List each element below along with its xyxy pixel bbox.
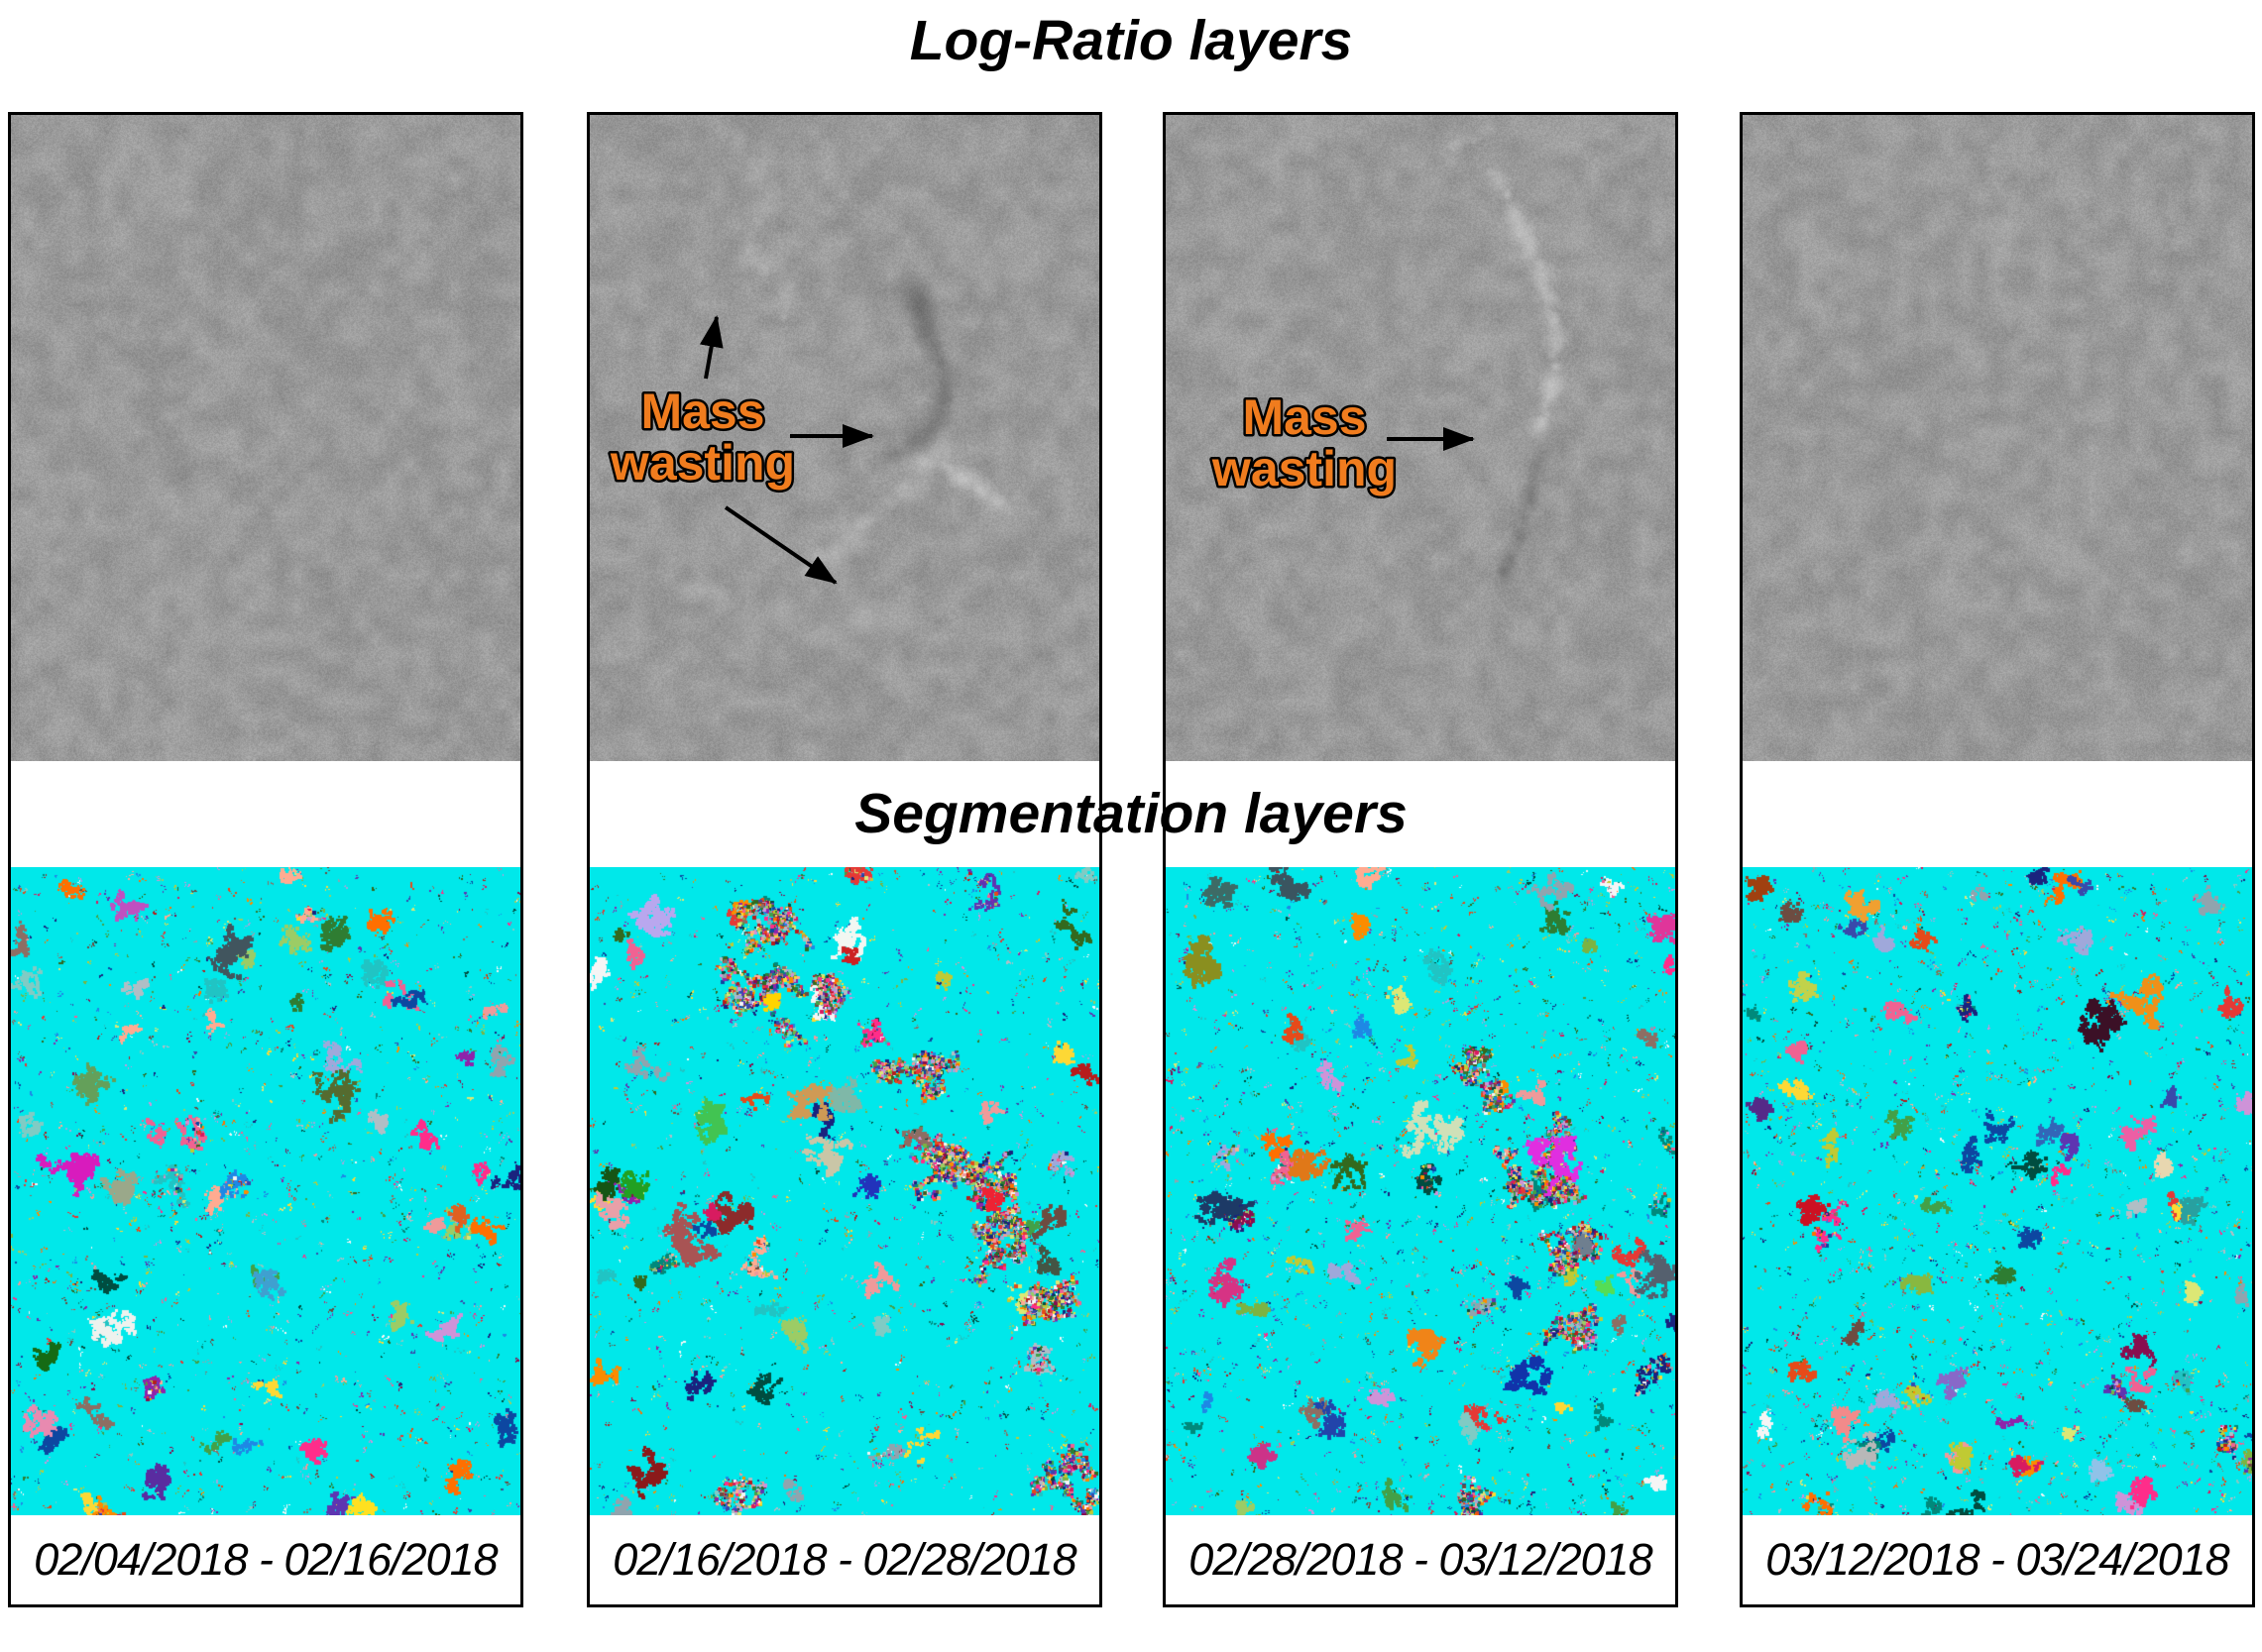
panel-column-2: Mass wasting 02/16/2018 - 02/28/2018 — [587, 112, 1102, 1607]
log-ratio-canvas-4 — [1743, 115, 2252, 761]
segmentation-image-3 — [1166, 867, 1675, 1515]
title-band-3 — [1166, 761, 1675, 867]
arrow-up-icon — [699, 315, 724, 380]
log-ratio-image-2: Mass wasting — [590, 115, 1099, 761]
date-range-text-2: 02/16/2018 - 02/28/2018 — [613, 1534, 1076, 1585]
mass-wasting-annotation-2: Mass wasting — [607, 315, 874, 585]
segmentation-image-1 — [11, 867, 520, 1515]
date-range-text-1: 02/04/2018 - 02/16/2018 — [34, 1534, 498, 1585]
mass-wasting-label-line2: wasting — [1211, 441, 1397, 496]
date-label-4: 03/12/2018 - 03/24/2018 — [1743, 1515, 2252, 1604]
log-ratio-image-4 — [1743, 115, 2252, 761]
title-band-1 — [11, 761, 520, 867]
segmentation-canvas-1 — [11, 867, 520, 1515]
panel-column-3: Mass wasting 02/28/2018 - 03/12/2018 — [1163, 112, 1678, 1607]
segmentation-canvas-2 — [590, 867, 1099, 1515]
panel-column-4: 03/12/2018 - 03/24/2018 — [1740, 112, 2255, 1607]
log-ratio-section-title: Log-Ratio layers — [909, 9, 1353, 72]
mass-wasting-label-line2: wasting — [610, 435, 795, 491]
segmentation-image-4 — [1743, 867, 2252, 1515]
log-ratio-image-3: Mass wasting — [1166, 115, 1675, 761]
segmentation-canvas-4 — [1743, 867, 2252, 1515]
date-range-text-3: 02/28/2018 - 03/12/2018 — [1188, 1534, 1652, 1585]
date-label-1: 02/04/2018 - 02/16/2018 — [11, 1515, 520, 1604]
date-range-text-4: 03/12/2018 - 03/24/2018 — [1765, 1534, 2229, 1585]
segmentation-image-2 — [590, 867, 1099, 1515]
mass-wasting-annotation-3: Mass wasting — [1208, 387, 1475, 499]
title-band-2 — [590, 761, 1099, 867]
mass-wasting-label-line1: Mass — [1242, 389, 1366, 445]
date-label-2: 02/16/2018 - 02/28/2018 — [590, 1515, 1099, 1604]
date-label-3: 02/28/2018 - 03/12/2018 — [1166, 1515, 1675, 1604]
arrow-down-right-icon — [724, 505, 838, 585]
mass-wasting-label-line1: Mass — [640, 384, 764, 439]
log-ratio-image-1 — [11, 115, 520, 761]
panel-column-1: 02/04/2018 - 02/16/2018 — [8, 112, 523, 1607]
title-band-4 — [1743, 761, 2252, 867]
log-ratio-canvas-1 — [11, 115, 520, 761]
segmentation-canvas-3 — [1166, 867, 1675, 1515]
